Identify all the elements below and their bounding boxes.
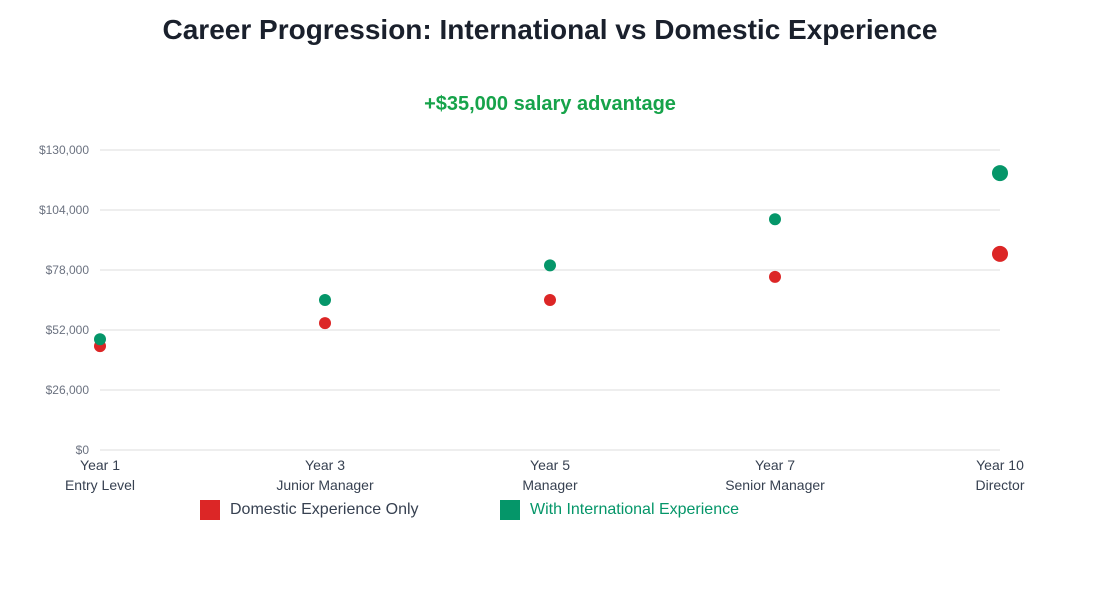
data-point-domestic bbox=[769, 270, 781, 283]
x-tick-year: Year 10 bbox=[976, 457, 1024, 473]
data-point-international bbox=[319, 294, 331, 306]
x-tick-year: Year 7 bbox=[755, 457, 795, 473]
x-tick-year: Year 1 bbox=[80, 457, 120, 473]
legend-label-international: With International Experience bbox=[530, 501, 739, 518]
data-point-domestic bbox=[992, 245, 1008, 262]
data-point-international bbox=[544, 259, 556, 272]
legend-swatch-international bbox=[500, 500, 520, 520]
x-tick-role: Entry Level bbox=[65, 477, 135, 493]
data-point-international bbox=[992, 165, 1008, 182]
data-point-international bbox=[769, 213, 781, 226]
data-point-domestic bbox=[319, 317, 331, 330]
legend-item-international: With International Experience bbox=[500, 500, 739, 520]
data-point-domestic bbox=[544, 294, 556, 306]
legend-label-domestic: Domestic Experience Only bbox=[230, 501, 419, 518]
x-tick-role: Junior Manager bbox=[276, 477, 374, 493]
y-tick-label: $26,000 bbox=[46, 383, 90, 397]
x-tick-year: Year 5 bbox=[530, 457, 570, 473]
y-tick-label: $104,000 bbox=[39, 203, 89, 217]
x-tick-role: Director bbox=[975, 477, 1024, 493]
y-tick-label: $78,000 bbox=[46, 263, 90, 277]
y-tick-label: $0 bbox=[76, 443, 90, 457]
chart-title: Career Progression: International vs Dom… bbox=[162, 14, 938, 45]
legend-swatch-domestic bbox=[200, 500, 220, 520]
x-tick-role: Senior Manager bbox=[725, 477, 825, 493]
legend-item-domestic: Domestic Experience Only bbox=[200, 500, 419, 520]
x-tick-role: Manager bbox=[522, 477, 578, 493]
x-tick-year: Year 3 bbox=[305, 457, 345, 473]
y-tick-label: $52,000 bbox=[46, 323, 90, 337]
data-point-international bbox=[94, 333, 106, 346]
salary-advantage-annotation: +$35,000 salary advantage bbox=[424, 93, 676, 115]
y-tick-label: $130,000 bbox=[39, 143, 89, 157]
